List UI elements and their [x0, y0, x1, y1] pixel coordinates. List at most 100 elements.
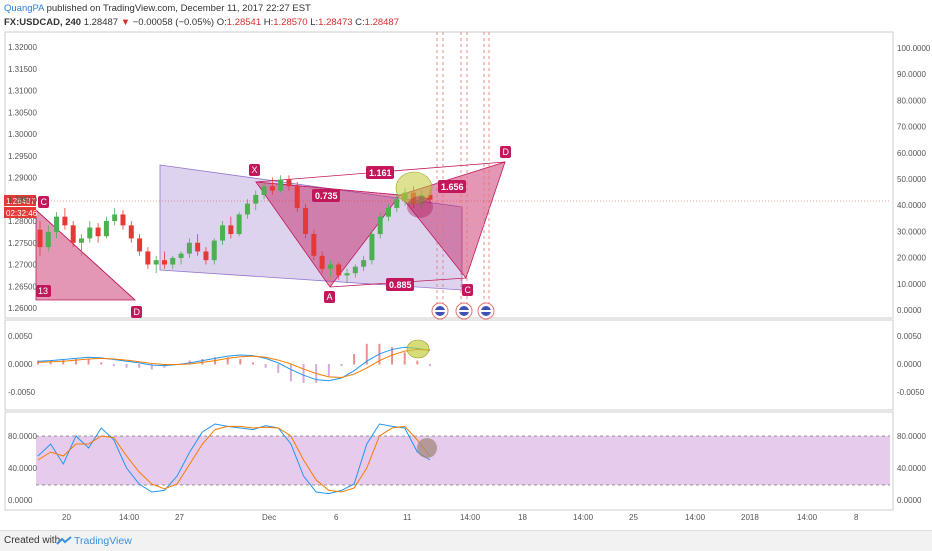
time-tick-label: 14:00	[460, 513, 481, 522]
pattern-label-d[interactable]: D	[500, 146, 511, 158]
candle-body	[220, 225, 226, 241]
volume-tick-label: 50.0000	[897, 175, 926, 184]
candle-body	[352, 266, 358, 274]
time-tick-label: 14:00	[573, 513, 594, 522]
svg-text:C: C	[41, 197, 48, 207]
macd-histogram-bar	[327, 364, 330, 377]
stoch-d-line	[37, 425, 431, 493]
price-tick-label: 1.30500	[8, 108, 37, 117]
time-tick-label: 25	[629, 513, 638, 522]
left-label-d[interactable]: D	[131, 306, 142, 318]
pattern-label-c[interactable]: C	[462, 284, 473, 296]
price-tick-label: 1.32000	[8, 43, 37, 52]
time-tick-label: Dec	[262, 513, 276, 522]
macd-histogram-bar	[302, 364, 305, 383]
candle-body	[244, 203, 250, 215]
price-tick-label: 1.29000	[8, 174, 37, 183]
chart-canvas[interactable]: X A C D C D 13 0.735 0.885 1.161 1.656 1…	[0, 0, 932, 530]
ratio-label-1161[interactable]: 1.161	[366, 166, 394, 179]
time-tick-label: 27	[175, 513, 184, 522]
macd-histogram-bar	[353, 353, 356, 365]
price-pane[interactable]	[4, 31, 894, 319]
ratio-label-0735[interactable]: 0.735	[312, 189, 340, 202]
svg-text:0.735: 0.735	[315, 191, 338, 201]
down-arrow-icon: ▼	[120, 17, 131, 28]
candle-body	[369, 234, 375, 261]
price-tick-label: 1.30000	[8, 130, 37, 139]
stoch-tick-label-right: 0.0000	[897, 496, 922, 505]
macd-histogram-bar	[150, 364, 153, 370]
macd-histogram-bar	[239, 358, 242, 365]
svg-text:02:32:46: 02:32:46	[6, 209, 38, 218]
highlight-ellipse-mid[interactable]	[407, 196, 433, 218]
candle-body	[311, 234, 317, 256]
us-flag-event-icon[interactable]	[431, 302, 449, 320]
us-flag-event-icon[interactable]	[477, 302, 495, 320]
candle-body	[211, 240, 217, 261]
macd-histogram-bar	[289, 364, 292, 382]
svg-text:D: D	[503, 147, 510, 157]
svg-text:1.656: 1.656	[441, 182, 464, 192]
price-tick-label: 1.29500	[8, 152, 37, 161]
left-label-c[interactable]: C	[38, 196, 49, 208]
us-flag-event-icon[interactable]	[455, 302, 473, 320]
svg-text:D: D	[134, 307, 141, 317]
candle-body	[145, 251, 151, 265]
macd-histogram-bar	[365, 343, 368, 365]
macd-histogram-bar	[416, 360, 419, 365]
macd-histogram-bar	[112, 364, 115, 367]
stoch-tick-label-right: 40.0000	[897, 464, 926, 473]
time-tick-label: 11	[403, 513, 412, 522]
volume-tick-label: 0.0000	[897, 306, 922, 315]
macd-highlight-ellipse[interactable]	[406, 339, 430, 359]
macd-histogram-bar	[340, 364, 343, 367]
high-value: 1.28570	[273, 17, 308, 28]
svg-text:1.28487: 1.28487	[6, 197, 35, 206]
candle-body	[394, 199, 400, 208]
candle-body	[137, 238, 143, 252]
stoch-tick-label: 0.0000	[8, 496, 33, 505]
last-price: 1.28487	[83, 17, 119, 28]
candle-body	[54, 216, 60, 232]
stoch-k-line	[37, 423, 431, 495]
stoch-highlight-ellipse[interactable]	[417, 438, 437, 458]
candle-body	[386, 207, 392, 217]
pattern-label-a[interactable]: A	[324, 291, 335, 303]
time-tick-label: 14:00	[685, 513, 706, 522]
highlight-ellipse-top[interactable]	[395, 171, 433, 205]
left-label-13[interactable]: 13	[36, 285, 51, 297]
footer-bar: Created with TradingView	[0, 530, 932, 551]
time-tick-label: 8	[854, 513, 859, 522]
price-tick-label: 1.26500	[8, 282, 37, 291]
candle-body	[128, 225, 134, 239]
ratio-label-1656[interactable]: 1.656	[438, 180, 466, 193]
volume-tick-label: 20.0000	[897, 254, 926, 263]
ratio-label-0885[interactable]: 0.885	[386, 278, 414, 291]
symbol-label[interactable]: FX:USDCAD, 240	[4, 17, 82, 28]
price-tick-label: 1.31000	[8, 87, 37, 96]
candle-body	[294, 186, 300, 208]
price-tick-label: 1.28000	[8, 217, 37, 226]
high-label: H:	[263, 17, 274, 28]
tradingview-brand[interactable]: TradingView	[74, 535, 132, 547]
candle-body	[103, 221, 109, 237]
candle-body	[37, 229, 43, 248]
macd-series	[37, 343, 431, 383]
candle-body	[120, 214, 126, 226]
price-tick-label: 1.27000	[8, 261, 37, 270]
author-link[interactable]: QuangPA	[4, 3, 44, 14]
svg-text:0.885: 0.885	[389, 280, 412, 290]
price-tick-label: 1.28500	[8, 195, 37, 204]
volume-tick-label: 30.0000	[897, 227, 926, 236]
macd-histogram-bar	[251, 362, 254, 365]
candle-body	[361, 260, 367, 267]
candle-body	[87, 227, 93, 239]
candle-body	[78, 238, 84, 243]
candle-body	[161, 260, 167, 265]
svg-text:13: 13	[38, 286, 48, 296]
macd-tick-label-right: -0.0050	[897, 388, 925, 397]
close-value: 1.28487	[364, 17, 399, 28]
pattern-label-x[interactable]: X	[249, 164, 260, 176]
candle-body	[303, 207, 309, 235]
candle-body	[112, 214, 118, 221]
